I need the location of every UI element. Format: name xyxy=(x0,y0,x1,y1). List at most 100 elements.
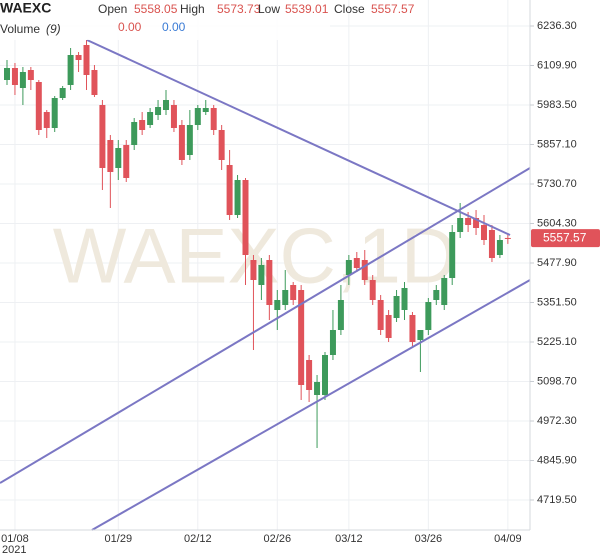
candle-body xyxy=(27,70,34,80)
candle-body xyxy=(481,225,487,240)
candle-body xyxy=(210,108,217,130)
candle-body xyxy=(91,70,98,95)
candle-body xyxy=(75,55,82,60)
y-tick-label: 5098.70 xyxy=(537,375,577,387)
candle-body xyxy=(290,285,297,300)
candle-body xyxy=(457,218,464,232)
price-tag: 5557.57 xyxy=(531,229,600,248)
candle-body xyxy=(202,108,209,112)
candle-body xyxy=(139,120,146,130)
legend-label: High xyxy=(180,2,205,16)
year-label: 2021 xyxy=(2,544,26,556)
legend-value: 5557.57 xyxy=(371,2,415,16)
candle-body xyxy=(178,125,185,160)
candle-body xyxy=(377,300,384,330)
legend-value: 5539.01 xyxy=(285,2,329,16)
candle-body xyxy=(465,218,472,225)
x-tick-label: 04/09 xyxy=(494,533,522,545)
candle-body xyxy=(266,260,273,305)
candle-body xyxy=(409,315,416,342)
candle-body xyxy=(131,122,138,145)
y-tick-label: 5857.10 xyxy=(537,138,577,150)
y-tick-label: 5351.50 xyxy=(537,296,577,308)
candle-body xyxy=(298,290,305,385)
candle-body xyxy=(306,360,313,390)
legend-value: 5573.73 xyxy=(217,2,261,16)
candle-body xyxy=(433,290,440,300)
volume-period: (9) xyxy=(46,22,61,36)
candle-body xyxy=(242,180,249,255)
volume-value: 0.00 xyxy=(162,20,186,34)
legend-label: Low xyxy=(258,2,280,16)
candle-body xyxy=(258,265,265,285)
candle-body xyxy=(345,260,352,275)
candle-body xyxy=(19,72,26,88)
x-tick-label: 01/29 xyxy=(105,533,133,545)
candle-body xyxy=(186,125,193,155)
x-tick-label: 03/12 xyxy=(335,533,363,545)
x-tick-label: 03/26 xyxy=(415,533,443,545)
candle-body xyxy=(59,88,66,98)
candle-body xyxy=(473,218,480,228)
candle-body xyxy=(322,355,328,395)
y-tick-label: 6109.90 xyxy=(537,59,577,71)
x-tick-label: 01/08 xyxy=(1,533,29,545)
candle-body xyxy=(163,100,169,110)
candle-body xyxy=(425,302,432,330)
candle-body xyxy=(11,68,18,85)
x-tick-label: 02/12 xyxy=(184,533,212,545)
candle-body xyxy=(194,108,201,125)
y-tick-label: 6236.30 xyxy=(537,20,577,32)
y-tick-label: 4719.50 xyxy=(537,494,577,506)
trend-line xyxy=(91,279,531,531)
y-tick-label: 5604.30 xyxy=(537,217,577,229)
candle-body xyxy=(369,280,376,300)
candle-body xyxy=(250,260,257,280)
y-tick-label: 5983.50 xyxy=(537,99,577,111)
candle-body xyxy=(123,145,130,178)
volume-label: Volume xyxy=(0,22,40,36)
candle-body xyxy=(441,278,448,305)
candle-body xyxy=(4,68,10,80)
candle-body xyxy=(401,288,408,310)
candle-body xyxy=(353,258,360,268)
price-axis-bg xyxy=(530,0,600,558)
candle-body xyxy=(274,300,281,310)
candle-body xyxy=(170,105,177,128)
axes: 6236.30 6109.90 5983.50 5857.10 5730.70 5604.… xyxy=(1,20,577,545)
trend-line xyxy=(0,167,531,484)
candle-body xyxy=(496,240,503,255)
candle-body xyxy=(314,382,321,395)
candle-body xyxy=(83,45,90,75)
y-tick-label: 5730.70 xyxy=(537,178,577,190)
candle-body xyxy=(35,82,42,130)
candle-body xyxy=(155,107,162,115)
y-tick-label: 4845.90 xyxy=(537,454,577,466)
candle-body xyxy=(147,112,154,125)
candle-body xyxy=(337,300,344,330)
candle-body xyxy=(361,260,368,280)
x-tick-label: 02/26 xyxy=(264,533,292,545)
candle-body xyxy=(488,230,495,258)
candle-body xyxy=(393,296,400,318)
legend-bg xyxy=(0,0,330,40)
legend-label: Close xyxy=(334,2,365,16)
legend-value: 5558.05 xyxy=(134,2,178,16)
volume-value: 0.00 xyxy=(118,20,142,34)
price-tag-label: 5557.57 xyxy=(543,230,587,244)
y-tick-label: 5225.10 xyxy=(537,336,577,348)
candle-body xyxy=(43,112,50,128)
y-tick-label: 5477.90 xyxy=(537,257,577,269)
candles xyxy=(4,40,511,448)
y-tick-label: 4972.30 xyxy=(537,415,577,427)
candle-body xyxy=(107,140,114,172)
candle-body xyxy=(234,180,241,215)
candle-body xyxy=(67,55,74,85)
candle-body xyxy=(218,130,225,160)
trend-line xyxy=(86,39,511,236)
candle-body xyxy=(99,105,106,168)
candle-body xyxy=(449,232,456,278)
candle-body xyxy=(282,290,289,305)
watermark: WAEXC,1D xyxy=(53,212,458,300)
